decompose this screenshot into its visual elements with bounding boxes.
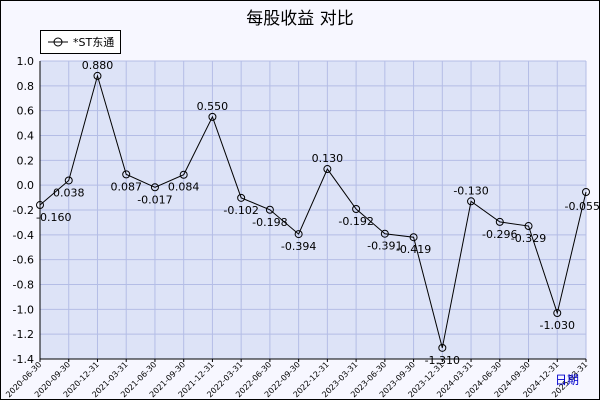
data-label: 0.550 bbox=[197, 100, 229, 113]
data-label: -0.391 bbox=[367, 240, 402, 253]
data-point bbox=[438, 343, 447, 352]
data-label: -0.394 bbox=[281, 240, 316, 253]
data-point bbox=[409, 233, 418, 242]
legend-marker-icon bbox=[48, 37, 68, 47]
data-label: -0.192 bbox=[338, 215, 373, 228]
data-point bbox=[553, 309, 562, 318]
data-point bbox=[93, 71, 102, 80]
data-label: -0.055 bbox=[565, 200, 600, 213]
data-point bbox=[150, 183, 159, 192]
data-point bbox=[237, 193, 246, 202]
data-label: 0.130 bbox=[312, 152, 344, 165]
data-label: -0.419 bbox=[396, 243, 431, 256]
y-tick-label: -1.4 bbox=[13, 353, 34, 366]
data-label: -0.130 bbox=[453, 184, 488, 197]
y-tick-label: -1.0 bbox=[13, 303, 34, 316]
data-label: 0.087 bbox=[110, 180, 142, 193]
data-point bbox=[495, 217, 504, 226]
data-point bbox=[179, 170, 188, 179]
data-label: 0.084 bbox=[168, 181, 200, 194]
legend-label: *ST东通 bbox=[73, 36, 115, 49]
data-label: -1.310 bbox=[425, 354, 460, 367]
y-tick-label: 0.6 bbox=[17, 105, 35, 118]
y-tick-label: -0.2 bbox=[13, 204, 34, 217]
data-label: -0.160 bbox=[36, 211, 71, 224]
data-label: -0.329 bbox=[511, 232, 546, 245]
data-point bbox=[352, 205, 361, 214]
y-tick-label: 0.4 bbox=[17, 130, 35, 143]
data-label: -0.296 bbox=[482, 228, 517, 241]
x-axis-unit-label: 日期 bbox=[555, 373, 580, 387]
data-label: -1.030 bbox=[540, 319, 575, 332]
y-tick-label: 0.8 bbox=[17, 80, 35, 93]
data-point bbox=[265, 205, 274, 214]
data-point bbox=[64, 176, 73, 185]
data-point bbox=[36, 201, 44, 210]
y-tick-label: -0.8 bbox=[13, 279, 34, 292]
legend: *ST东通 bbox=[40, 30, 122, 54]
data-point bbox=[582, 187, 590, 196]
data-point bbox=[524, 222, 533, 231]
chart-title: 每股收益 对比 bbox=[246, 9, 354, 29]
data-label: 0.880 bbox=[82, 59, 114, 72]
data-point bbox=[294, 230, 303, 239]
series-line bbox=[39, 74, 587, 348]
data-point bbox=[208, 112, 217, 121]
data-label: -0.102 bbox=[223, 204, 258, 217]
data-point bbox=[467, 197, 476, 206]
y-tick-label: 1.0 bbox=[17, 55, 35, 68]
y-tick-label: -1.2 bbox=[13, 328, 34, 341]
data-label: -0.017 bbox=[137, 193, 172, 206]
data-point bbox=[323, 165, 332, 174]
y-tick-label: -0.6 bbox=[13, 254, 34, 267]
data-label: 0.038 bbox=[53, 186, 85, 199]
data-label: -0.198 bbox=[252, 216, 287, 229]
data-point bbox=[380, 229, 389, 238]
y-tick-label: -0.4 bbox=[13, 229, 34, 242]
y-tick-label: 0.2 bbox=[17, 154, 35, 167]
data-point bbox=[122, 170, 131, 179]
y-tick-label: 0.0 bbox=[17, 179, 35, 192]
